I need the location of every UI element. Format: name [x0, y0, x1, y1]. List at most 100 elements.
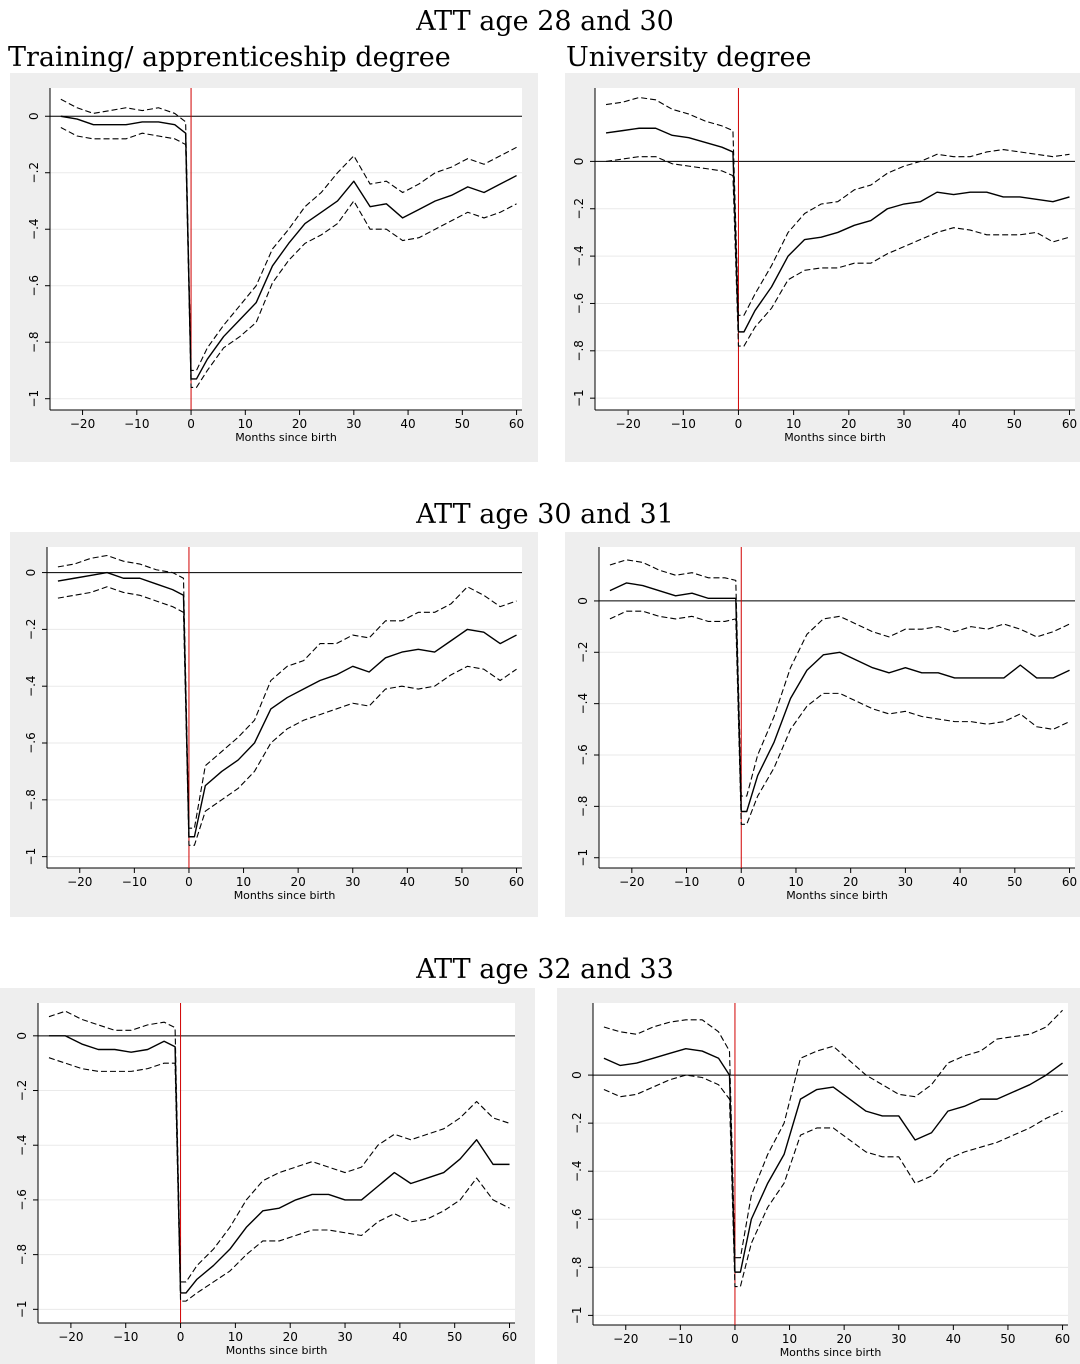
x-tick-label: 50 — [447, 1330, 462, 1344]
x-axis-label: Months since birth — [235, 431, 337, 444]
x-tick-label: 50 — [1007, 417, 1022, 431]
y-tick-label: −.4 — [24, 675, 38, 697]
x-axis-label: Months since birth — [786, 889, 888, 902]
x-tick-label: 30 — [337, 1330, 352, 1344]
x-tick-label: −10 — [668, 1332, 693, 1346]
confidence-band-line — [57, 586, 517, 846]
x-tick-label: 30 — [898, 875, 913, 889]
confidence-band-line — [605, 96, 1070, 316]
y-tick-label: 0 — [570, 1071, 584, 1079]
x-tick-label: 60 — [509, 875, 524, 889]
plot-area — [47, 547, 522, 868]
y-tick-label: −.2 — [570, 1112, 584, 1134]
x-tick-label: −10 — [671, 417, 696, 431]
x-tick-label: 20 — [841, 417, 856, 431]
y-tick-label: −.6 — [15, 1189, 29, 1211]
y-tick-label: 0 — [15, 1032, 29, 1040]
confidence-band-line — [60, 98, 517, 372]
y-tick-label: 0 — [24, 569, 38, 577]
x-tick-label: 0 — [187, 417, 195, 431]
x-tick-label: 40 — [400, 875, 415, 889]
confidence-band-line — [48, 1057, 510, 1302]
x-tick-label: 10 — [236, 875, 251, 889]
x-tick-label: 30 — [345, 875, 360, 889]
y-tick-label: −1 — [27, 390, 41, 408]
x-tick-label: 30 — [346, 417, 361, 431]
y-tick-label: −.2 — [24, 619, 38, 641]
y-tick-label: −1 — [572, 389, 586, 407]
x-tick-label: −20 — [67, 875, 92, 889]
x-tick-label: −20 — [615, 417, 640, 431]
y-tick-label: −.8 — [572, 340, 586, 362]
confidence-band-line — [605, 156, 1070, 347]
y-tick-label: −.2 — [15, 1080, 29, 1102]
estimate-line — [603, 1047, 1063, 1273]
y-tick-label: −1 — [24, 848, 38, 866]
y-tick-label: −.4 — [572, 245, 586, 267]
y-tick-label: −.8 — [27, 331, 41, 353]
y-tick-label: −.2 — [27, 162, 41, 184]
confidence-band-line — [603, 1009, 1063, 1259]
estimate-line — [57, 571, 517, 838]
x-tick-label: −20 — [58, 1330, 83, 1344]
plot-area — [50, 88, 522, 410]
x-tick-label: 20 — [843, 875, 858, 889]
x-tick-label: 40 — [952, 875, 967, 889]
x-tick-label: 20 — [283, 1330, 298, 1344]
plot-area — [38, 1003, 515, 1323]
x-tick-label: 0 — [735, 417, 743, 431]
y-tick-label: −.6 — [570, 1209, 584, 1231]
column-title: University degree — [566, 42, 812, 73]
x-tick-label: −10 — [113, 1330, 138, 1344]
chart-panel: 0 −.2 −.4 −.6 −.8 −1 −20 −10 0 10 20 30 40 50 60 Months… — [565, 532, 1080, 917]
column-title: Training/ apprenticeship degree — [8, 42, 451, 73]
chart-panel: 0 −.2 −.4 −.6 −.8 −1 −20 −10 0 10 20 30 40 50 60 Months… — [10, 73, 538, 462]
row-title: ATT age 30 and 31 — [415, 499, 674, 530]
x-axis-label: Months since birth — [234, 889, 336, 902]
chart-panel: 0 −.2 −.4 −.6 −.8 −1 −20 −10 0 10 20 30 40 50 60 Months… — [10, 532, 538, 917]
x-tick-label: 10 — [238, 417, 253, 431]
x-tick-label: 0 — [731, 1332, 739, 1346]
x-tick-label: 50 — [454, 875, 469, 889]
confidence-band-line — [48, 1010, 510, 1283]
chart-panel: 0 −.2 −.4 −.6 −.8 −1 −20 −10 0 10 20 30 40 50 60 Months… — [557, 988, 1080, 1364]
estimate-line — [48, 1035, 510, 1294]
x-tick-label: 50 — [1007, 875, 1022, 889]
y-tick-label: −.8 — [576, 796, 590, 818]
chart-panel: 0 −.2 −.4 −.6 −.8 −1 −20 −10 0 10 20 30 40 50 60 Months… — [565, 73, 1080, 462]
row-title: ATT age 28 and 30 — [415, 6, 674, 37]
x-tick-label: 10 — [782, 1332, 797, 1346]
confidence-band-line — [57, 554, 517, 829]
y-tick-label: −.6 — [24, 732, 38, 754]
y-tick-label: −.6 — [576, 744, 590, 766]
x-tick-label: −20 — [70, 417, 95, 431]
x-tick-label: −20 — [619, 875, 644, 889]
y-tick-label: −.4 — [27, 218, 41, 240]
x-axis-label: Months since birth — [780, 1346, 882, 1359]
y-tick-label: −.8 — [24, 789, 38, 811]
x-tick-label: −10 — [124, 417, 149, 431]
x-axis-label: Months since birth — [784, 431, 886, 444]
y-tick-label: −.4 — [570, 1160, 584, 1182]
y-tick-label: −.4 — [15, 1134, 29, 1156]
y-tick-label: −.8 — [15, 1244, 29, 1266]
x-tick-label: 20 — [291, 875, 306, 889]
chart-panel: 0 −.2 −.4 −.6 −.8 −1 −20 −10 0 10 20 30 40 50 60 Months… — [0, 988, 535, 1364]
y-tick-label: 0 — [576, 597, 590, 605]
y-tick-label: −.8 — [570, 1257, 584, 1279]
x-tick-label: 40 — [392, 1330, 407, 1344]
x-tick-label: −10 — [674, 875, 699, 889]
x-tick-label: −20 — [613, 1332, 638, 1346]
x-tick-label: 60 — [1062, 875, 1077, 889]
x-tick-label: 0 — [177, 1330, 185, 1344]
x-tick-label: −10 — [122, 875, 147, 889]
x-tick-label: 10 — [788, 875, 803, 889]
x-tick-label: 40 — [400, 417, 415, 431]
estimate-line — [60, 115, 517, 380]
x-tick-label: 50 — [1000, 1332, 1015, 1346]
y-tick-label: −1 — [15, 1300, 29, 1318]
plot-area — [599, 547, 1075, 868]
confidence-band-line — [609, 610, 1070, 825]
